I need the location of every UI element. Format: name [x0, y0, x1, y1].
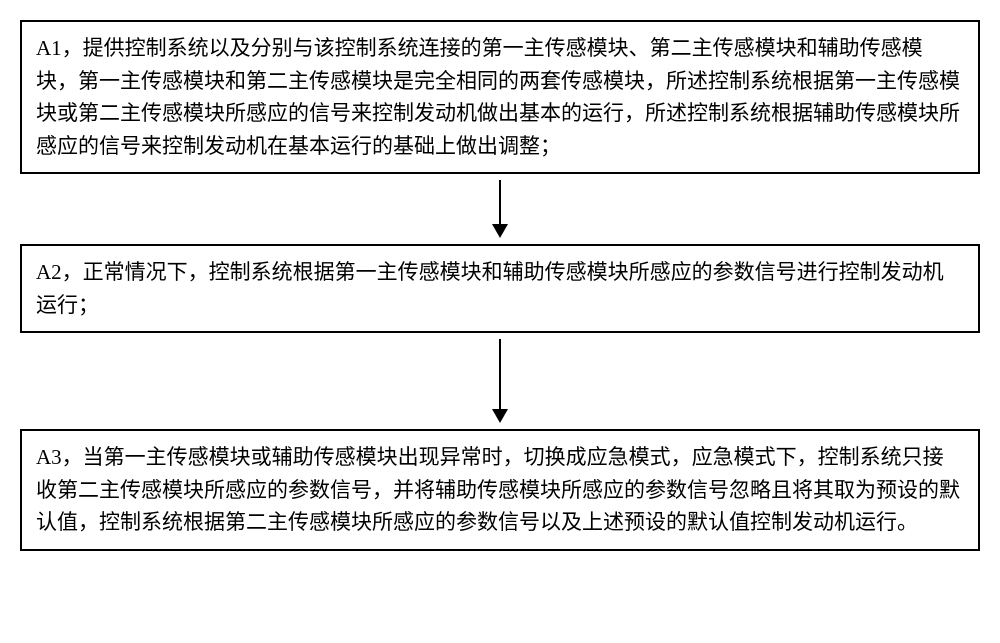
flow-node-a3-text: A3，当第一主传感模块或辅助传感模块出现异常时，切换成应急模式，应急模式下，控制…: [36, 445, 960, 534]
arrow-shaft: [499, 180, 501, 224]
arrow-head-icon: [492, 409, 508, 423]
flow-node-a1: A1，提供控制系统以及分别与该控制系统连接的第一主传感模块、第二主传感模块和辅助…: [20, 20, 980, 174]
arrow-shaft: [499, 339, 501, 409]
arrow-head-icon: [492, 224, 508, 238]
flow-node-a3: A3，当第一主传感模块或辅助传感模块出现异常时，切换成应急模式，应急模式下，控制…: [20, 429, 980, 551]
flow-arrow-a2-a3: [492, 339, 508, 423]
flowchart-container: A1，提供控制系统以及分别与该控制系统连接的第一主传感模块、第二主传感模块和辅助…: [20, 20, 980, 551]
flow-node-a2: A2，正常情况下，控制系统根据第一主传感模块和辅助传感模块所感应的参数信号进行控…: [20, 244, 980, 333]
flow-arrow-a1-a2: [492, 180, 508, 238]
flow-node-a1-text: A1，提供控制系统以及分别与该控制系统连接的第一主传感模块、第二主传感模块和辅助…: [36, 36, 960, 158]
flow-node-a2-text: A2，正常情况下，控制系统根据第一主传感模块和辅助传感模块所感应的参数信号进行控…: [36, 260, 944, 317]
